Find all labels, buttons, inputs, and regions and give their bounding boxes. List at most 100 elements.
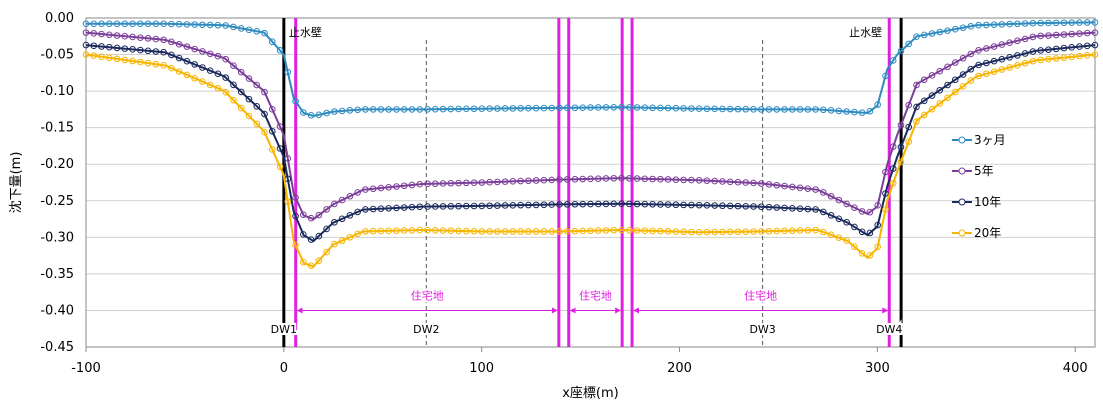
zone-label: 住宅地 [744, 288, 777, 302]
series-point-2 [447, 202, 455, 210]
series-point-0 [990, 21, 998, 28]
wall-label: 止水壁 [849, 25, 882, 39]
series-point-2 [540, 201, 548, 209]
series-point-2 [1045, 46, 1052, 53]
series-point-1 [835, 196, 843, 204]
series-point-1 [610, 174, 618, 182]
series-point-2 [129, 46, 136, 53]
series-point-1 [812, 186, 819, 193]
series-point-0 [486, 105, 493, 112]
series-point-1 [408, 181, 416, 189]
series-point-3 [866, 252, 874, 259]
y-axis-title: 沈下量(m) [9, 152, 24, 214]
series-point-1 [975, 47, 982, 54]
series-point-1 [587, 175, 594, 183]
x-tick-label: 200 [667, 361, 692, 376]
series-point-1 [602, 175, 610, 182]
series-point-1 [920, 76, 928, 84]
series-point-1 [315, 211, 323, 219]
series-point-3 [331, 240, 338, 248]
series-point-1 [517, 177, 524, 185]
series-point-2 [618, 200, 625, 208]
series-point-2 [245, 95, 253, 103]
series-point-3 [1014, 62, 1021, 69]
series-point-2 [664, 201, 672, 208]
zone-label: 住宅地 [411, 288, 444, 302]
x-tick-label: -100 [71, 361, 101, 376]
wall-label: 止水壁 [289, 25, 322, 39]
series-point-3 [781, 227, 788, 235]
series-point-1 [563, 176, 571, 183]
series-point-0 [199, 21, 206, 29]
series-point-3 [261, 129, 268, 136]
series-point-3 [905, 138, 913, 145]
series-point-2 [300, 231, 307, 238]
series-point-0 [1029, 19, 1037, 27]
series-point-3 [688, 228, 695, 236]
series-point-3 [129, 57, 136, 65]
series-point-1 [719, 178, 726, 185]
series-point-2 [455, 202, 462, 210]
series-point-3 [579, 227, 587, 235]
series-point-0 [501, 105, 509, 112]
series-point-1 [82, 29, 90, 36]
series-point-0 [820, 106, 827, 114]
series-point-0 [703, 105, 711, 113]
series-point-3 [113, 55, 121, 63]
series-point-1 [292, 194, 299, 201]
series-point-3 [486, 228, 493, 235]
series-point-0 [206, 21, 214, 29]
series-point-3 [525, 228, 532, 235]
series-point-1 [827, 192, 835, 200]
series-point-0 [129, 20, 136, 28]
series-point-2 [175, 54, 183, 62]
series-point-0 [556, 104, 563, 112]
series-point-3 [385, 227, 393, 235]
series-point-3 [882, 206, 889, 213]
series-point-2 [734, 202, 742, 210]
series-point-1 [1068, 30, 1076, 38]
series-point-2 [1091, 41, 1099, 49]
series-point-2 [858, 228, 866, 236]
series-point-3 [175, 68, 183, 75]
series-point-1 [734, 178, 742, 186]
plot-frame [85, 17, 1096, 348]
series-point-3 [191, 74, 198, 82]
series-point-3 [377, 227, 385, 235]
series-point-3 [641, 227, 649, 235]
series-point-3 [1052, 55, 1060, 62]
series-point-1 [307, 214, 315, 222]
series-point-0 [105, 20, 113, 28]
series-point-3 [827, 231, 835, 239]
series-point-0 [245, 26, 253, 34]
series-point-2 [439, 203, 447, 210]
y-tick-label: -0.30 [40, 230, 74, 245]
series-point-0 [222, 22, 230, 29]
dw-label: DW4 [876, 323, 902, 336]
series-point-2 [362, 206, 369, 213]
series-point-0 [610, 103, 618, 111]
series-point-0 [300, 109, 307, 116]
series-point-0 [183, 21, 191, 28]
series-point-0 [773, 106, 781, 113]
series-point-3 [455, 227, 462, 235]
series-point-2 [773, 204, 781, 211]
series-point-3 [439, 227, 447, 234]
series-point-2 [695, 201, 703, 209]
series-point-0 [362, 106, 369, 113]
series-point-2 [160, 48, 167, 56]
series-point-1 [439, 180, 447, 187]
series-point-0 [385, 106, 393, 113]
series-point-1 [944, 63, 951, 71]
series-point-3 [1029, 57, 1037, 65]
y-tick-label: -0.05 [40, 48, 74, 63]
series-point-2 [1037, 47, 1044, 54]
series-point-0 [494, 105, 501, 112]
series-point-3 [121, 56, 129, 64]
x-tick-label: 300 [865, 361, 890, 376]
series-point-2 [105, 43, 113, 51]
series-point-3 [1021, 59, 1029, 67]
series-point-2 [307, 236, 315, 243]
series-point-3 [789, 227, 796, 234]
series-point-1 [990, 43, 998, 50]
